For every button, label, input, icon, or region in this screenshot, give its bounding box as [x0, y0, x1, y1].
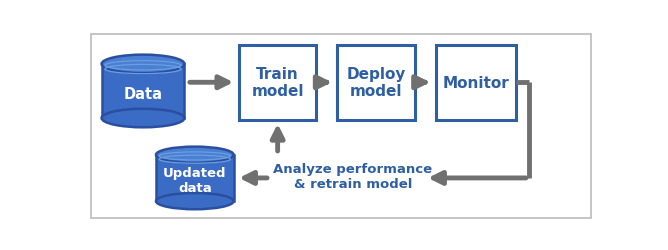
Text: Monitor: Monitor — [442, 76, 509, 90]
Text: Deploy
model: Deploy model — [346, 67, 405, 99]
Text: Analyze performance
& retrain model: Analyze performance & retrain model — [273, 162, 432, 190]
Ellipse shape — [102, 56, 184, 74]
Ellipse shape — [156, 193, 234, 210]
Text: Updated
data: Updated data — [163, 166, 226, 194]
Polygon shape — [156, 155, 234, 201]
Polygon shape — [102, 65, 184, 118]
Text: Data: Data — [124, 86, 162, 101]
FancyBboxPatch shape — [436, 46, 516, 120]
Ellipse shape — [156, 147, 234, 163]
FancyBboxPatch shape — [337, 46, 415, 120]
FancyBboxPatch shape — [92, 35, 591, 218]
Text: Train
model: Train model — [251, 67, 304, 99]
FancyBboxPatch shape — [239, 46, 317, 120]
Ellipse shape — [102, 109, 184, 128]
